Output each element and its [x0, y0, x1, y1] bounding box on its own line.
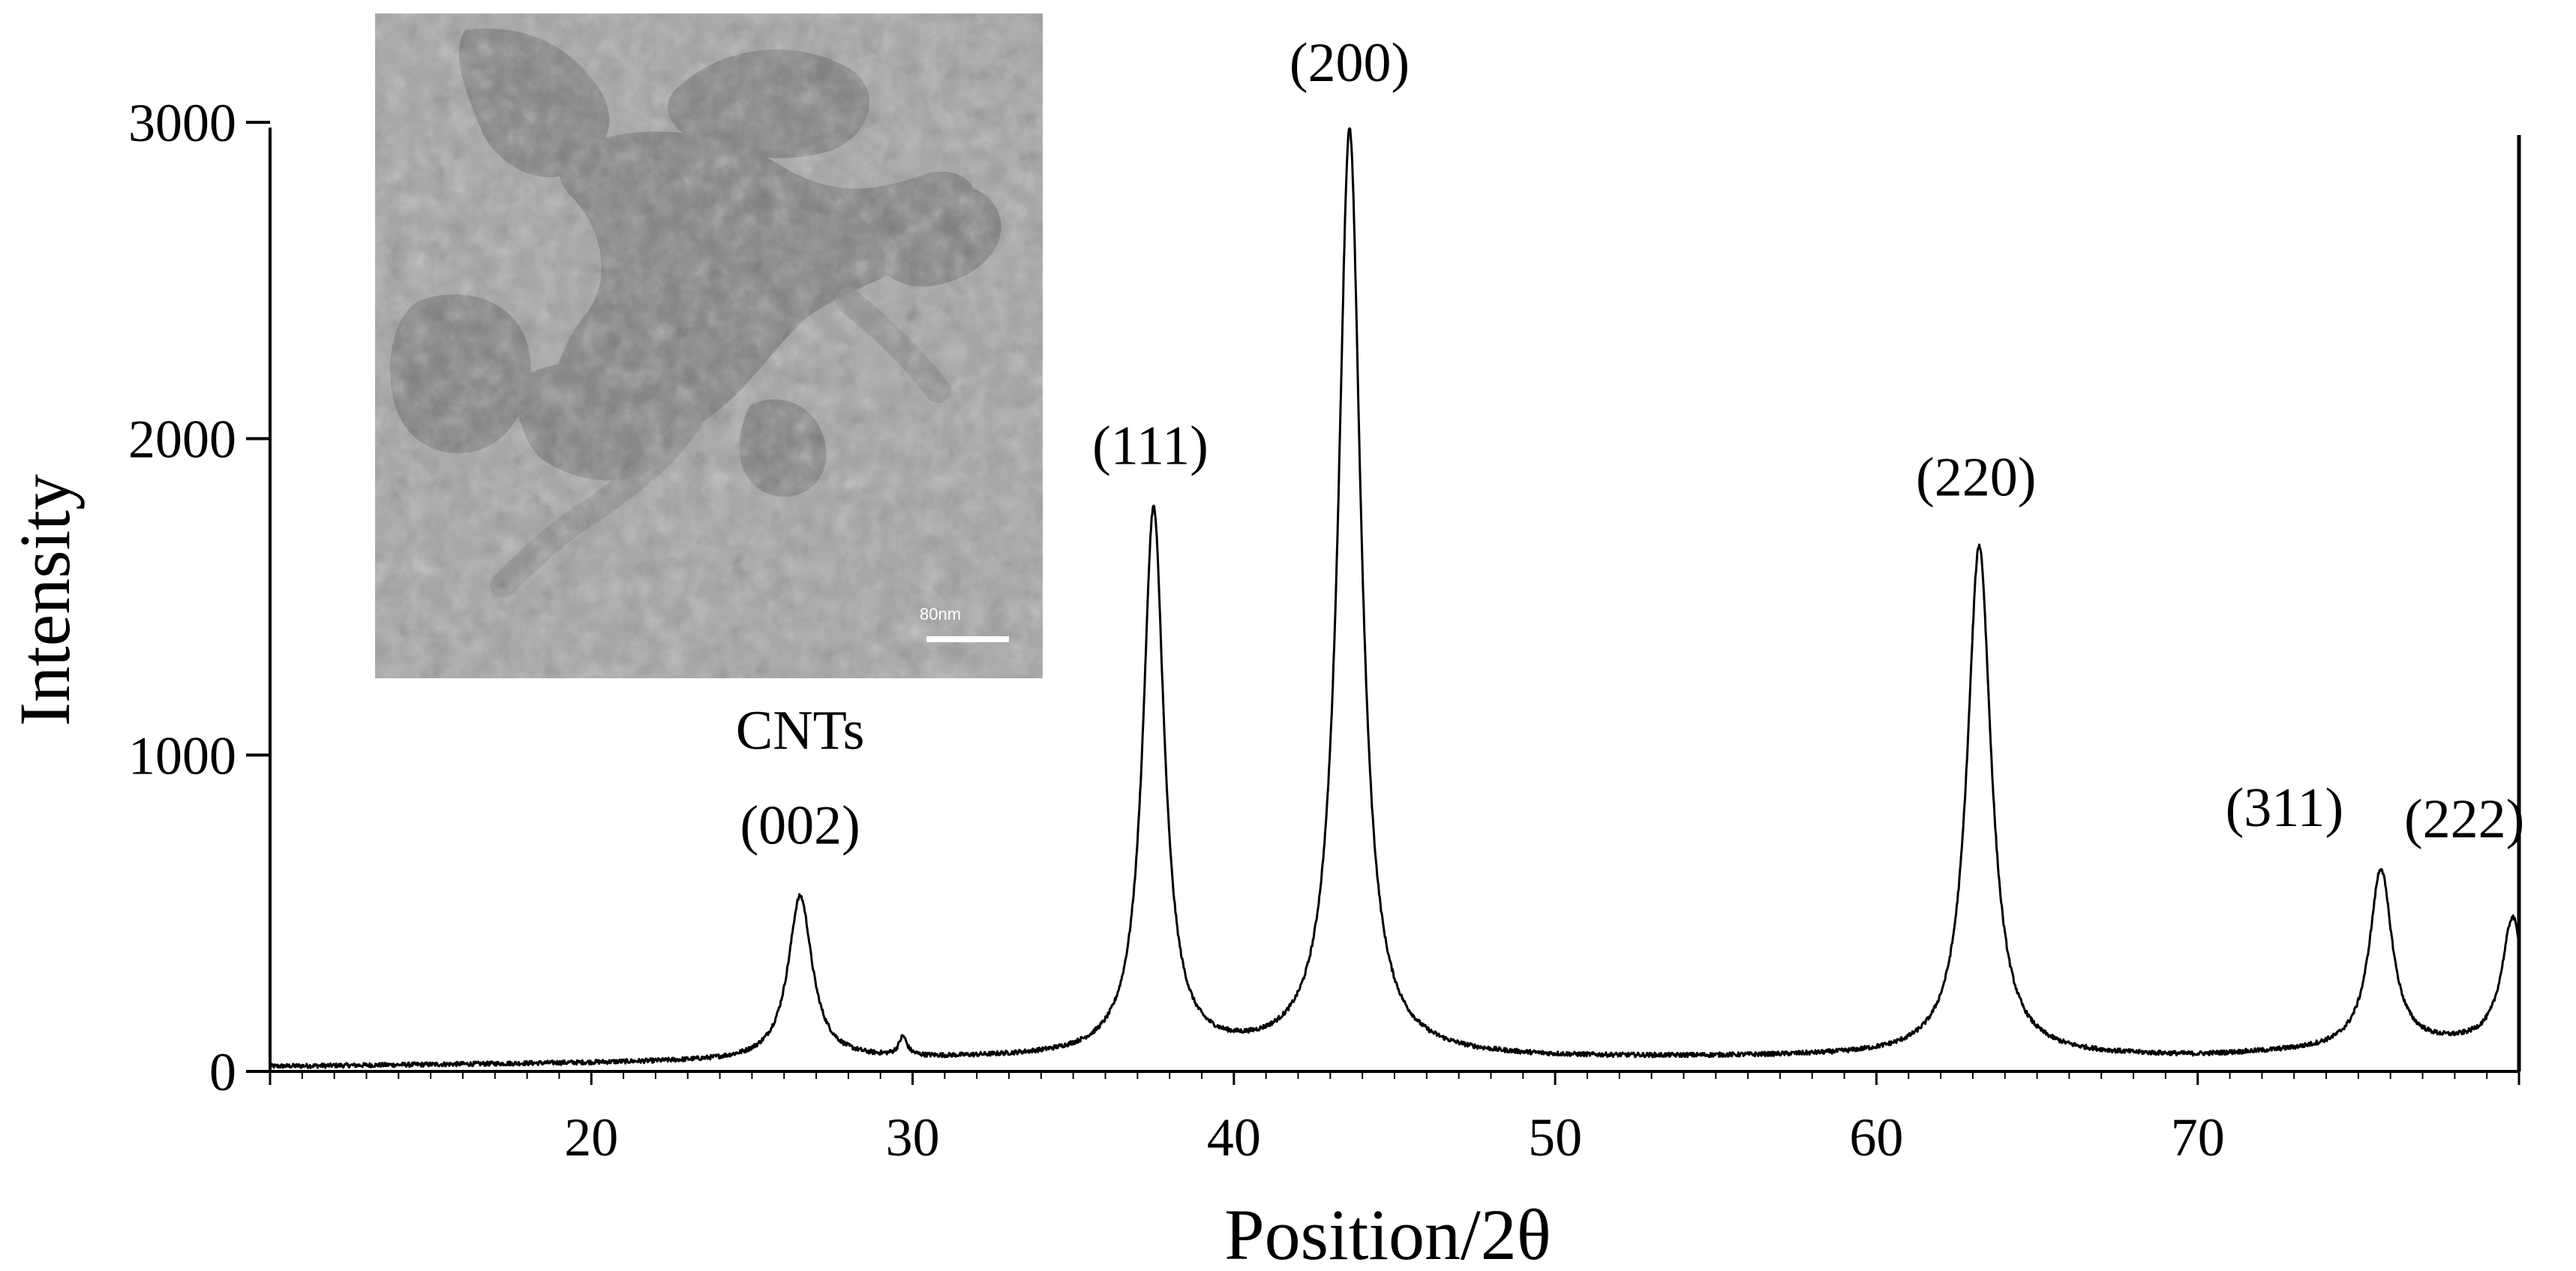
y-axis-title: Intensity [5, 474, 85, 726]
peak-label: (111) [1092, 415, 1208, 476]
x-ticks: 20 30 40 50 60 70 [269, 1071, 2520, 1167]
x-axis-title: Position/2θ [1224, 1194, 1551, 1271]
tem-inset: 80nm [375, 14, 1043, 678]
inset-texture [375, 14, 1043, 678]
x-tick-label: 60 [1849, 1107, 1903, 1167]
peak-label: (002) [740, 795, 860, 856]
peak-label: (220) [1916, 447, 2036, 509]
y-tick-label: 1000 [128, 726, 236, 786]
peak-label: (200) [1290, 32, 1410, 94]
x-tick-label: 30 [886, 1107, 940, 1167]
x-tick-label: 40 [1207, 1107, 1261, 1167]
peak-annotations: (002) CNTs (111) (200) (220) (311) (222) [736, 32, 2524, 856]
y-tick-label: 0 [209, 1042, 236, 1102]
y-ticks: 0 1000 2000 3000 [128, 93, 270, 1102]
y-tick-label: 2000 [128, 410, 236, 470]
peak-label: CNTs [736, 700, 865, 762]
inset-scale-label: 80nm [920, 605, 961, 623]
peak-label: (222) [2404, 789, 2524, 850]
x-tick-label: 20 [564, 1107, 618, 1167]
peak-label: (311) [2226, 777, 2344, 839]
x-tick-label: 70 [2171, 1107, 2225, 1167]
inset-scale-bar [926, 636, 1009, 642]
y-tick-label: 3000 [128, 93, 236, 153]
x-tick-label: 50 [1528, 1107, 1582, 1167]
xrd-series-line [269, 127, 2520, 1069]
